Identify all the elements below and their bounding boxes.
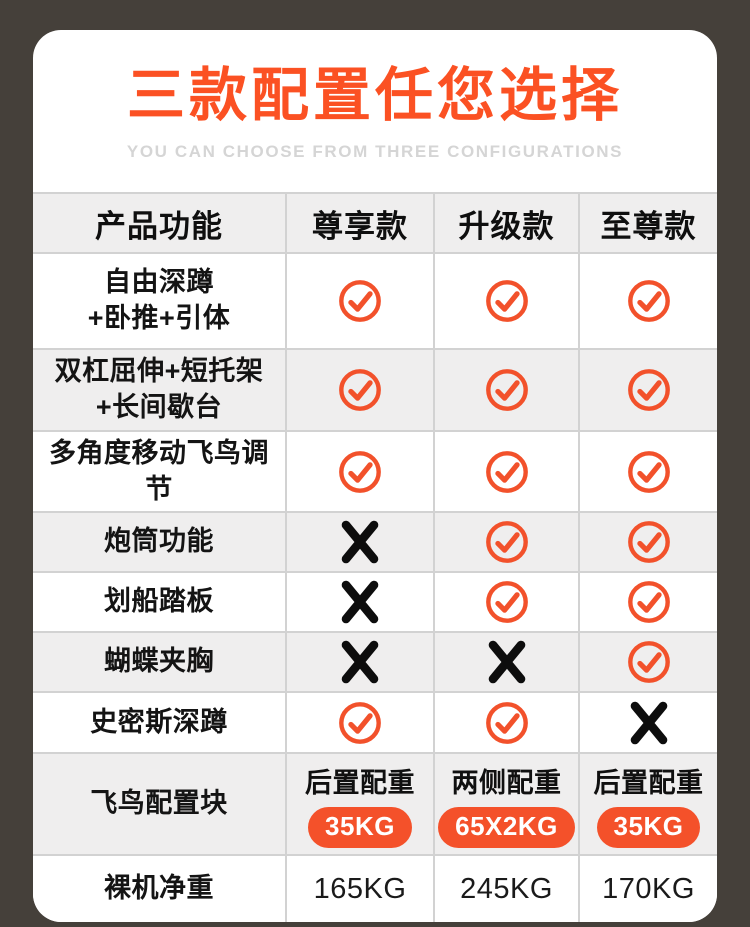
feature-label: 炮筒功能 <box>104 526 214 557</box>
check-circle-icon <box>484 367 530 413</box>
feature-cell: 飞鸟配置块 <box>33 754 285 854</box>
comparison-table: 产品功能 尊享款 升级款 至尊款自由深蹲 +卧推+引体双杠屈伸+短托架 +长间歇台多角度移… <box>33 192 717 923</box>
feature-label: +长间歇台 <box>95 392 223 422</box>
weight-badge: 35KG <box>596 807 701 848</box>
check-circle-icon <box>484 278 530 324</box>
check-cell <box>285 693 433 753</box>
check-cell <box>433 254 578 348</box>
check-cell <box>433 573 578 632</box>
cross-icon <box>337 517 383 567</box>
weight-position-label: 两侧配重 <box>451 768 562 798</box>
weight-value: 170KG <box>602 872 695 905</box>
weight-value: 245KG <box>460 872 553 905</box>
value-cell: 165KG <box>285 856 433 923</box>
feature-label: 飞鸟配置块 <box>90 788 228 819</box>
feature-label: 双杠屈伸+短托架 <box>54 356 264 387</box>
feature-label: 蝴蝶夹胸 <box>104 646 214 677</box>
table-row: 炮筒功能 <box>33 511 717 572</box>
weight-badge: 65X2KG <box>438 807 575 848</box>
feature-cell: 裸机净重 <box>33 856 285 922</box>
feature-cell: 蝴蝶夹胸 <box>33 633 285 691</box>
check-cell <box>578 573 717 632</box>
check-cell <box>433 693 578 753</box>
check-cell <box>578 432 717 512</box>
check-circle-icon <box>626 278 672 324</box>
table-row: 双杠屈伸+短托架 +长间歇台 <box>33 348 717 430</box>
card-header: 三款配置任您选择 YOU CAN CHOOSE FROM THREE CONFI… <box>33 30 717 192</box>
product-card: 三款配置任您选择 YOU CAN CHOOSE FROM THREE CONFI… <box>33 30 717 923</box>
table-row: 蝴蝶夹胸 <box>33 631 717 692</box>
page-subtitle: YOU CAN CHOOSE FROM THREE CONFIGURATIONS <box>126 142 624 162</box>
cross-cell <box>285 633 433 692</box>
feature-cell: 自由深蹲 +卧推+引体 <box>33 254 285 348</box>
weight-value: 165KG <box>313 872 407 905</box>
feature-label: 多角度移动飞鸟调节 <box>49 438 269 504</box>
column-header: 升级款 <box>433 194 578 252</box>
column-header: 尊享款 <box>285 194 433 252</box>
check-circle-icon <box>626 449 672 495</box>
check-cell <box>285 350 433 430</box>
column-header: 产品功能 <box>95 208 223 244</box>
feature-label: 划船踏板 <box>104 586 214 617</box>
check-circle-icon <box>626 579 672 625</box>
check-circle-icon <box>337 700 383 746</box>
check-cell <box>433 350 578 430</box>
table-row: 自由深蹲 +卧推+引体 <box>33 252 717 348</box>
cross-icon <box>626 698 672 748</box>
cross-cell <box>578 693 717 753</box>
check-circle-icon <box>484 449 530 495</box>
feature-cell: 炮筒功能 <box>33 513 285 571</box>
cross-icon <box>337 577 383 627</box>
check-circle-icon <box>626 367 672 413</box>
weight-badge: 35KG <box>308 807 412 848</box>
check-circle-icon <box>484 700 530 746</box>
table-header-row: 产品功能 尊享款 升级款 至尊款 <box>33 192 717 252</box>
check-circle-icon <box>337 278 383 324</box>
feature-cell: 多角度移动飞鸟调节 <box>33 432 285 511</box>
table-row: 多角度移动飞鸟调节 <box>33 430 717 512</box>
page-title: 三款配置任您选择 <box>126 62 623 128</box>
feature-label: +卧推+引体 <box>87 303 231 333</box>
feature-cell: 划船踏板 <box>33 573 285 631</box>
check-circle-icon <box>337 449 383 495</box>
cross-cell <box>285 573 433 632</box>
check-cell <box>578 350 717 430</box>
check-cell <box>578 513 717 572</box>
weight-position-label: 后置配重 <box>305 768 415 798</box>
feature-label: 裸机净重 <box>104 873 214 904</box>
value-cell: 245KG <box>433 856 578 923</box>
cross-cell <box>433 633 578 692</box>
check-cell <box>285 254 433 348</box>
check-cell <box>285 432 433 512</box>
weight-cell: 后置配重 35KG <box>285 754 433 855</box>
feature-label: 自由深蹲 <box>104 267 214 298</box>
feature-cell: 史密斯深蹲 <box>33 693 285 752</box>
weight-cell: 后置配重 35KG <box>578 754 717 855</box>
table-row: 裸机净重 165KG 245KG 170KG <box>33 854 717 923</box>
table-row: 划船踏板 <box>33 571 717 632</box>
check-circle-icon <box>626 519 672 565</box>
check-cell <box>433 432 578 512</box>
check-circle-icon <box>626 639 672 685</box>
weight-cell: 两侧配重 65X2KG <box>433 754 578 855</box>
column-header: 至尊款 <box>578 194 717 252</box>
check-cell <box>578 633 717 692</box>
weight-position-label: 后置配重 <box>593 768 704 798</box>
cross-icon <box>484 637 530 687</box>
check-cell <box>433 513 578 572</box>
value-cell: 170KG <box>578 856 717 923</box>
check-circle-icon <box>484 519 530 565</box>
check-circle-icon <box>484 579 530 625</box>
table-row: 史密斯深蹲 <box>33 691 717 753</box>
cross-cell <box>285 513 433 572</box>
table-row: 飞鸟配置块 后置配重 35KG 两侧配重 65X2KG 后置配重 35KG <box>33 752 717 855</box>
feature-cell: 双杠屈伸+短托架 +长间歇台 <box>33 350 285 430</box>
check-cell <box>578 254 717 348</box>
check-circle-icon <box>337 367 383 413</box>
feature-label: 史密斯深蹲 <box>90 706 228 737</box>
cross-icon <box>337 637 383 687</box>
